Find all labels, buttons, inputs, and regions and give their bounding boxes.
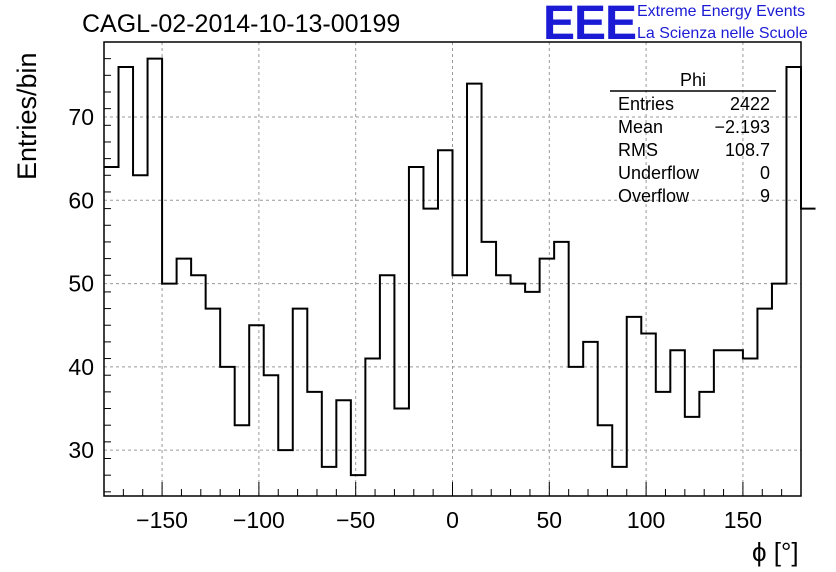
stats-box-title: Phi [680, 70, 707, 90]
stat-mean-value: −2.193 [714, 117, 770, 137]
y-tick-label: 50 [68, 271, 94, 297]
y-tick-label: 60 [68, 187, 94, 213]
stat-rms-label: RMS [618, 140, 658, 160]
chart-title: CAGL-02-2014-10-13-00199 [82, 10, 401, 38]
stat-entries-label: Entries [618, 94, 675, 114]
y-tick-label: 30 [68, 437, 94, 463]
logo-tagline-2: La Scienza nelle Scuole [637, 25, 808, 42]
y-axis-label: Entries/bin [12, 52, 42, 180]
histogram-line [104, 57, 816, 477]
x-tick-label: −50 [336, 507, 375, 533]
x-tick-label: −100 [233, 507, 285, 533]
logo-tagline-1: Extreme Energy Events [637, 3, 806, 20]
stat-overflow-value: 9 [759, 186, 770, 206]
x-tick-label: 100 [627, 507, 665, 533]
x-axis-label: ϕ [°] [752, 537, 799, 567]
x-tick-label: 150 [724, 507, 762, 533]
stat-entries-value: 2422 [729, 94, 770, 114]
x-tick-label: 0 [446, 507, 459, 533]
eee-logo: EEE [543, 0, 637, 50]
stat-underflow-value: 0 [759, 163, 770, 183]
stat-rms-value: 108.7 [724, 140, 770, 160]
stat-overflow-label: Overflow [618, 186, 690, 206]
y-tick-label: 70 [68, 104, 94, 130]
stat-underflow-label: Underflow [618, 163, 700, 183]
x-tick-label: −150 [136, 507, 188, 533]
tick-labels: −150 −100 −50 0 50 100 150 30 40 50 60 70 [68, 104, 762, 533]
axes [103, 41, 802, 497]
stat-mean-label: Mean [618, 117, 664, 137]
y-tick-label: 40 [68, 354, 94, 380]
x-tick-label: 50 [537, 507, 563, 533]
